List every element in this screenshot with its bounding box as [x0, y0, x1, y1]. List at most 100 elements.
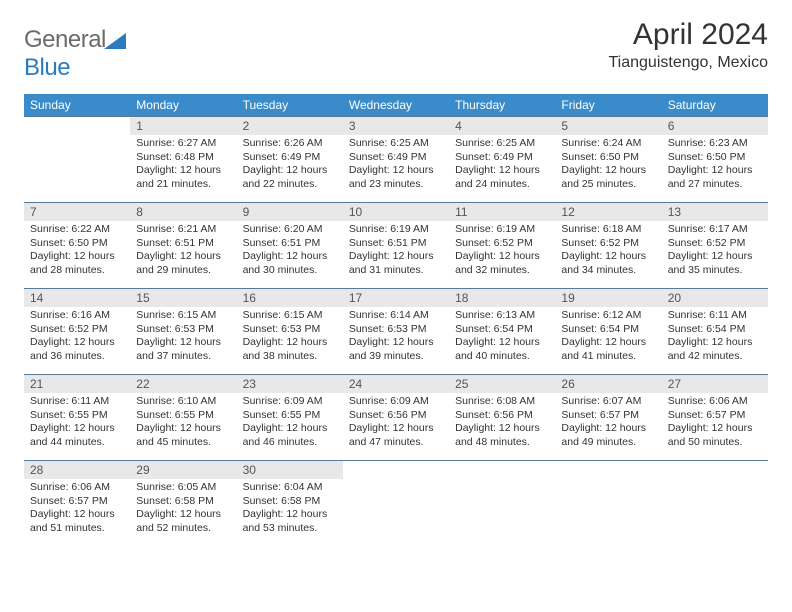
day-number: 24 — [343, 374, 449, 393]
sunset-line: Sunset: 6:52 PM — [30, 323, 124, 337]
sunrise-line: Sunrise: 6:25 AM — [455, 137, 549, 151]
day-details: Sunrise: 6:09 AMSunset: 6:55 PMDaylight:… — [237, 393, 343, 454]
calendar-cell: 18Sunrise: 6:13 AMSunset: 6:54 PMDayligh… — [449, 288, 555, 374]
daylight-line: Daylight: 12 hours and 44 minutes. — [30, 422, 124, 449]
day-details: Sunrise: 6:15 AMSunset: 6:53 PMDaylight:… — [130, 307, 236, 368]
sunrise-line: Sunrise: 6:26 AM — [243, 137, 337, 151]
sunrise-line: Sunrise: 6:11 AM — [30, 395, 124, 409]
calendar-cell: 5Sunrise: 6:24 AMSunset: 6:50 PMDaylight… — [555, 116, 661, 202]
header: General Blue April 2024 Tianguistengo, M… — [24, 18, 768, 82]
location-subtitle: Tianguistengo, Mexico — [609, 54, 769, 72]
calendar-cell: 10Sunrise: 6:19 AMSunset: 6:51 PMDayligh… — [343, 202, 449, 288]
day-number: 10 — [343, 202, 449, 221]
sunset-line: Sunset: 6:58 PM — [136, 495, 230, 509]
sunrise-line: Sunrise: 6:06 AM — [30, 481, 124, 495]
daylight-line: Daylight: 12 hours and 35 minutes. — [668, 250, 762, 277]
day-details: Sunrise: 6:06 AMSunset: 6:57 PMDaylight:… — [24, 479, 130, 540]
empty-day — [343, 460, 449, 478]
day-details: Sunrise: 6:22 AMSunset: 6:50 PMDaylight:… — [24, 221, 130, 282]
day-details: Sunrise: 6:11 AMSunset: 6:54 PMDaylight:… — [662, 307, 768, 368]
day-number: 30 — [237, 460, 343, 479]
daylight-line: Daylight: 12 hours and 47 minutes. — [349, 422, 443, 449]
day-number: 8 — [130, 202, 236, 221]
daylight-line: Daylight: 12 hours and 41 minutes. — [561, 336, 655, 363]
sunrise-line: Sunrise: 6:16 AM — [30, 309, 124, 323]
page-root: General Blue April 2024 Tianguistengo, M… — [0, 0, 792, 564]
daylight-line: Daylight: 12 hours and 51 minutes. — [30, 508, 124, 535]
day-number: 14 — [24, 288, 130, 307]
day-details: Sunrise: 6:17 AMSunset: 6:52 PMDaylight:… — [662, 221, 768, 282]
sunset-line: Sunset: 6:51 PM — [136, 237, 230, 251]
sunrise-line: Sunrise: 6:24 AM — [561, 137, 655, 151]
sunrise-line: Sunrise: 6:07 AM — [561, 395, 655, 409]
day-details: Sunrise: 6:07 AMSunset: 6:57 PMDaylight:… — [555, 393, 661, 454]
daylight-line: Daylight: 12 hours and 50 minutes. — [668, 422, 762, 449]
calendar-head: SundayMondayTuesdayWednesdayThursdayFrid… — [24, 94, 768, 116]
sunrise-line: Sunrise: 6:14 AM — [349, 309, 443, 323]
sunrise-line: Sunrise: 6:10 AM — [136, 395, 230, 409]
daylight-line: Daylight: 12 hours and 37 minutes. — [136, 336, 230, 363]
sunset-line: Sunset: 6:53 PM — [243, 323, 337, 337]
sunset-line: Sunset: 6:50 PM — [30, 237, 124, 251]
daylight-line: Daylight: 12 hours and 31 minutes. — [349, 250, 443, 277]
logo-text: General Blue — [24, 26, 126, 82]
weekday-row: SundayMondayTuesdayWednesdayThursdayFrid… — [24, 94, 768, 116]
day-details: Sunrise: 6:10 AMSunset: 6:55 PMDaylight:… — [130, 393, 236, 454]
sunrise-line: Sunrise: 6:17 AM — [668, 223, 762, 237]
daylight-line: Daylight: 12 hours and 49 minutes. — [561, 422, 655, 449]
sunset-line: Sunset: 6:52 PM — [668, 237, 762, 251]
sunrise-line: Sunrise: 6:21 AM — [136, 223, 230, 237]
day-details: Sunrise: 6:12 AMSunset: 6:54 PMDaylight:… — [555, 307, 661, 368]
calendar-cell: 13Sunrise: 6:17 AMSunset: 6:52 PMDayligh… — [662, 202, 768, 288]
calendar-cell: 29Sunrise: 6:05 AMSunset: 6:58 PMDayligh… — [130, 460, 236, 546]
empty-day — [555, 460, 661, 478]
daylight-line: Daylight: 12 hours and 28 minutes. — [30, 250, 124, 277]
daylight-line: Daylight: 12 hours and 32 minutes. — [455, 250, 549, 277]
calendar-cell — [24, 116, 130, 202]
day-details: Sunrise: 6:05 AMSunset: 6:58 PMDaylight:… — [130, 479, 236, 540]
sunrise-line: Sunrise: 6:19 AM — [349, 223, 443, 237]
day-number: 5 — [555, 116, 661, 135]
calendar-cell: 4Sunrise: 6:25 AMSunset: 6:49 PMDaylight… — [449, 116, 555, 202]
sunset-line: Sunset: 6:57 PM — [30, 495, 124, 509]
empty-day — [24, 116, 130, 134]
calendar-cell: 11Sunrise: 6:19 AMSunset: 6:52 PMDayligh… — [449, 202, 555, 288]
calendar-cell — [449, 460, 555, 546]
sunset-line: Sunset: 6:55 PM — [30, 409, 124, 423]
day-details: Sunrise: 6:16 AMSunset: 6:52 PMDaylight:… — [24, 307, 130, 368]
daylight-line: Daylight: 12 hours and 42 minutes. — [668, 336, 762, 363]
calendar-cell: 17Sunrise: 6:14 AMSunset: 6:53 PMDayligh… — [343, 288, 449, 374]
sunrise-line: Sunrise: 6:23 AM — [668, 137, 762, 151]
day-number: 21 — [24, 374, 130, 393]
sunset-line: Sunset: 6:51 PM — [243, 237, 337, 251]
day-number: 25 — [449, 374, 555, 393]
logo: General Blue — [24, 18, 126, 82]
day-details: Sunrise: 6:14 AMSunset: 6:53 PMDaylight:… — [343, 307, 449, 368]
day-number: 3 — [343, 116, 449, 135]
calendar-cell: 1Sunrise: 6:27 AMSunset: 6:48 PMDaylight… — [130, 116, 236, 202]
daylight-line: Daylight: 12 hours and 27 minutes. — [668, 164, 762, 191]
calendar-cell: 8Sunrise: 6:21 AMSunset: 6:51 PMDaylight… — [130, 202, 236, 288]
sunrise-line: Sunrise: 6:15 AM — [243, 309, 337, 323]
daylight-line: Daylight: 12 hours and 21 minutes. — [136, 164, 230, 191]
calendar-cell: 24Sunrise: 6:09 AMSunset: 6:56 PMDayligh… — [343, 374, 449, 460]
sunset-line: Sunset: 6:53 PM — [349, 323, 443, 337]
daylight-line: Daylight: 12 hours and 40 minutes. — [455, 336, 549, 363]
day-number: 17 — [343, 288, 449, 307]
calendar-row: 28Sunrise: 6:06 AMSunset: 6:57 PMDayligh… — [24, 460, 768, 546]
sunset-line: Sunset: 6:52 PM — [561, 237, 655, 251]
day-number: 13 — [662, 202, 768, 221]
day-details: Sunrise: 6:13 AMSunset: 6:54 PMDaylight:… — [449, 307, 555, 368]
day-details: Sunrise: 6:18 AMSunset: 6:52 PMDaylight:… — [555, 221, 661, 282]
logo-triangle-icon — [104, 33, 126, 49]
calendar-row: 21Sunrise: 6:11 AMSunset: 6:55 PMDayligh… — [24, 374, 768, 460]
day-number: 1 — [130, 116, 236, 135]
daylight-line: Daylight: 12 hours and 23 minutes. — [349, 164, 443, 191]
sunset-line: Sunset: 6:55 PM — [243, 409, 337, 423]
day-details: Sunrise: 6:09 AMSunset: 6:56 PMDaylight:… — [343, 393, 449, 454]
sunset-line: Sunset: 6:48 PM — [136, 151, 230, 165]
day-number: 2 — [237, 116, 343, 135]
calendar-cell: 6Sunrise: 6:23 AMSunset: 6:50 PMDaylight… — [662, 116, 768, 202]
daylight-line: Daylight: 12 hours and 45 minutes. — [136, 422, 230, 449]
calendar-row: 14Sunrise: 6:16 AMSunset: 6:52 PMDayligh… — [24, 288, 768, 374]
